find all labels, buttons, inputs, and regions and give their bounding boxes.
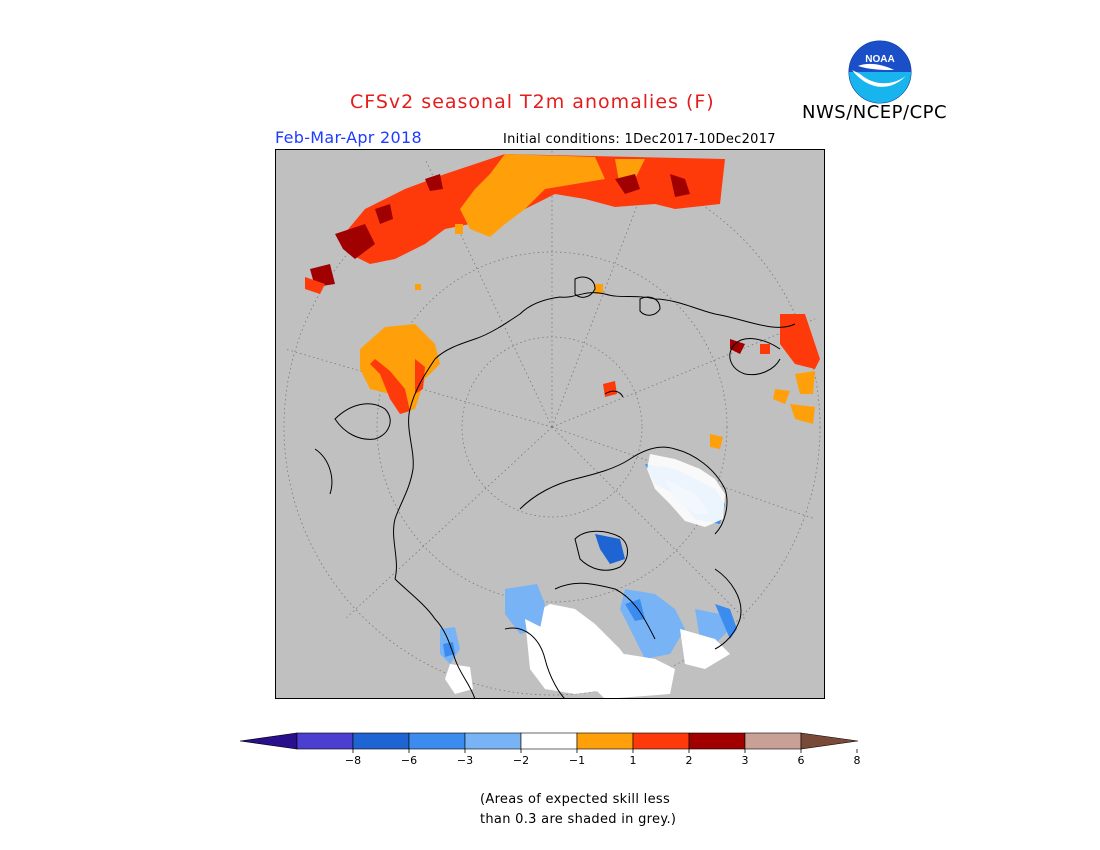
title-text: CFSv2 seasonal T2m anomalies (F)	[350, 91, 715, 113]
noaa-logo-icon: NOAA	[848, 40, 912, 104]
colorbar-tick-label: −2	[513, 754, 529, 767]
cool-anomaly-central-us	[505, 584, 560, 664]
colorbar-tick-label: −6	[401, 754, 417, 767]
footnote-line-2: than 0.3 are shaded in grey.)	[480, 812, 677, 827]
colorbar-legend: −8 −6 −3 −2 −1 1 2 3 6 8	[230, 728, 870, 778]
colorbar-swatch	[352, 732, 410, 750]
colorbar-tick-label: 1	[630, 754, 637, 767]
colorbar-tick-label: 2	[686, 754, 693, 767]
warm-anomaly-europe	[360, 324, 440, 414]
colorbar-swatch	[296, 732, 354, 750]
colorbar-swatch	[520, 732, 578, 750]
colorbar-swatch	[744, 732, 802, 750]
colorbar-tick-label: 3	[742, 754, 749, 767]
colorbar-swatch	[576, 732, 634, 750]
skill-footnote: (Areas of expected skill less than 0.3 a…	[480, 790, 676, 830]
colorbar-swatch	[464, 732, 522, 750]
colorbar-swatch	[408, 732, 466, 750]
footnote-line-1: (Areas of expected skill less	[480, 792, 671, 807]
colorbar-tick-label: −1	[569, 754, 585, 767]
near-normal-areas	[525, 454, 730, 699]
initial-conditions-label: Initial conditions: 1Dec2017-10Dec2017	[503, 132, 776, 147]
season-label: Feb-Mar-Apr 2018	[275, 128, 422, 147]
colorbar-swatch	[688, 732, 746, 750]
noaa-logo-text: NOAA	[865, 54, 894, 65]
colorbar-tick-label: −3	[457, 754, 473, 767]
colorbar-tick-label: 6	[798, 754, 805, 767]
colorbar-arrow-high	[800, 732, 859, 750]
coastlines	[314, 276, 796, 699]
colorbar-swatch	[632, 732, 690, 750]
agency-label: NWS/NCEP/CPC	[802, 102, 948, 123]
colorbar-tick-label: 8	[854, 754, 861, 767]
polar-anomaly-map	[274, 148, 826, 700]
colorbar-arrow-low	[239, 732, 298, 750]
colorbar-tick-label: −8	[345, 754, 361, 767]
warm-anomaly-siberia	[305, 154, 725, 294]
